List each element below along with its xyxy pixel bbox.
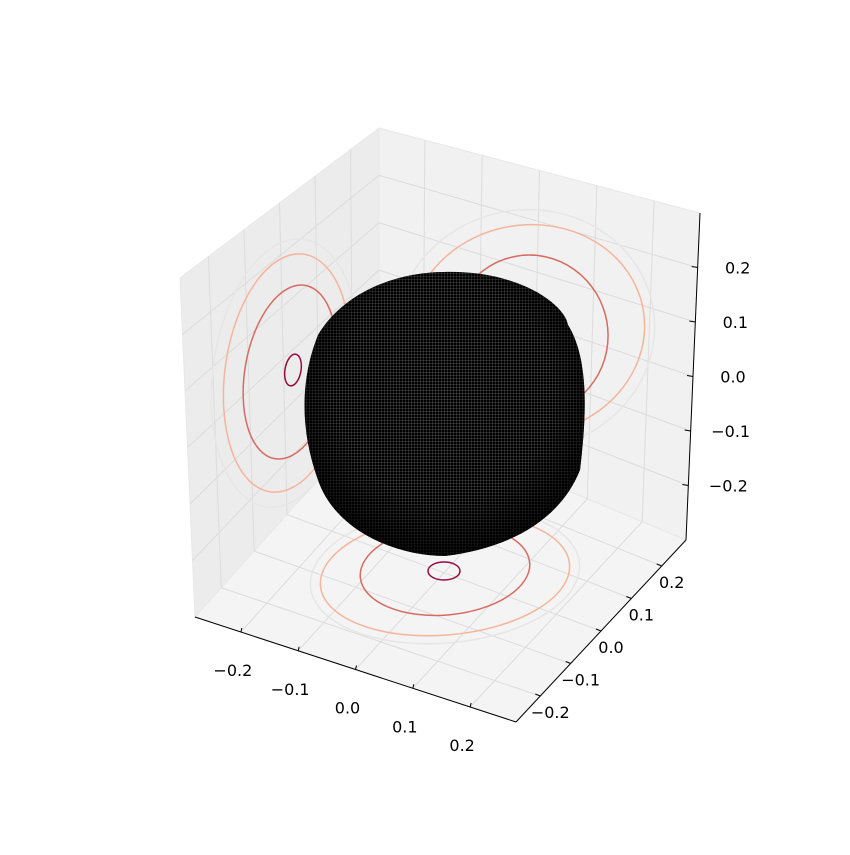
x-tick-label-3: 0.1 bbox=[392, 717, 417, 736]
x-tick-4 bbox=[469, 702, 472, 708]
y-tick-3 bbox=[626, 596, 632, 599]
x-tick-1 bbox=[297, 646, 300, 651]
z-tick-label-2: 0.0 bbox=[720, 368, 745, 387]
z-tick-4 bbox=[691, 266, 698, 268]
surface-shading bbox=[304, 271, 585, 556]
grid-line-x-wall-4 bbox=[641, 200, 655, 522]
x-tick-3 bbox=[412, 684, 415, 689]
grid-line-x-wall-3 bbox=[586, 185, 598, 499]
y-tick-0 bbox=[535, 693, 541, 697]
z-tick-label-0: −0.2 bbox=[709, 477, 748, 496]
grid-line-z-2 bbox=[187, 269, 694, 448]
x-tick-label-2: 0.0 bbox=[335, 699, 360, 718]
y-tick-label-4: 0.2 bbox=[659, 573, 684, 592]
z-tick-1 bbox=[684, 429, 691, 432]
grid-line-y-4 bbox=[221, 587, 541, 697]
grid-line-z-4 bbox=[182, 174, 698, 335]
x-tick-label-0: −0.2 bbox=[213, 661, 252, 680]
contour-floor-3 bbox=[427, 561, 461, 581]
grid-line-y-3 bbox=[253, 550, 571, 664]
y-tick-label-0: −0.2 bbox=[531, 703, 570, 722]
z-tick-3 bbox=[689, 320, 696, 323]
z-tick-label-4: 0.2 bbox=[725, 259, 750, 278]
y-tick-1 bbox=[565, 661, 571, 664]
y-tick-label-1: −0.1 bbox=[561, 671, 600, 690]
z-tick-label-3: 0.1 bbox=[723, 313, 748, 332]
y-tick-2 bbox=[595, 628, 602, 632]
z-tick-label-1: −0.1 bbox=[711, 422, 750, 441]
z-tick-0 bbox=[682, 484, 689, 486]
x-tick-0 bbox=[240, 627, 243, 633]
axis-tick-labels: −0.2 −0.1 0.0 0.1 0.2 −0.2 −0.1 0.0 0.1 0.2 −0.2 −0… bbox=[213, 259, 750, 756]
x-tick-label-1: −0.1 bbox=[271, 680, 310, 699]
contour-left-3 bbox=[283, 353, 303, 387]
z-tick-2 bbox=[686, 375, 694, 377]
x-tick-label-4: 0.2 bbox=[449, 736, 474, 755]
x-tick-2 bbox=[355, 665, 357, 670]
y-tick-label-2: 0.0 bbox=[598, 638, 623, 657]
y-tick-label-3: 0.1 bbox=[629, 606, 654, 625]
grid-line-z-3 bbox=[184, 222, 696, 392]
y-tick-4 bbox=[656, 563, 662, 567]
axis-ticks bbox=[240, 266, 698, 708]
